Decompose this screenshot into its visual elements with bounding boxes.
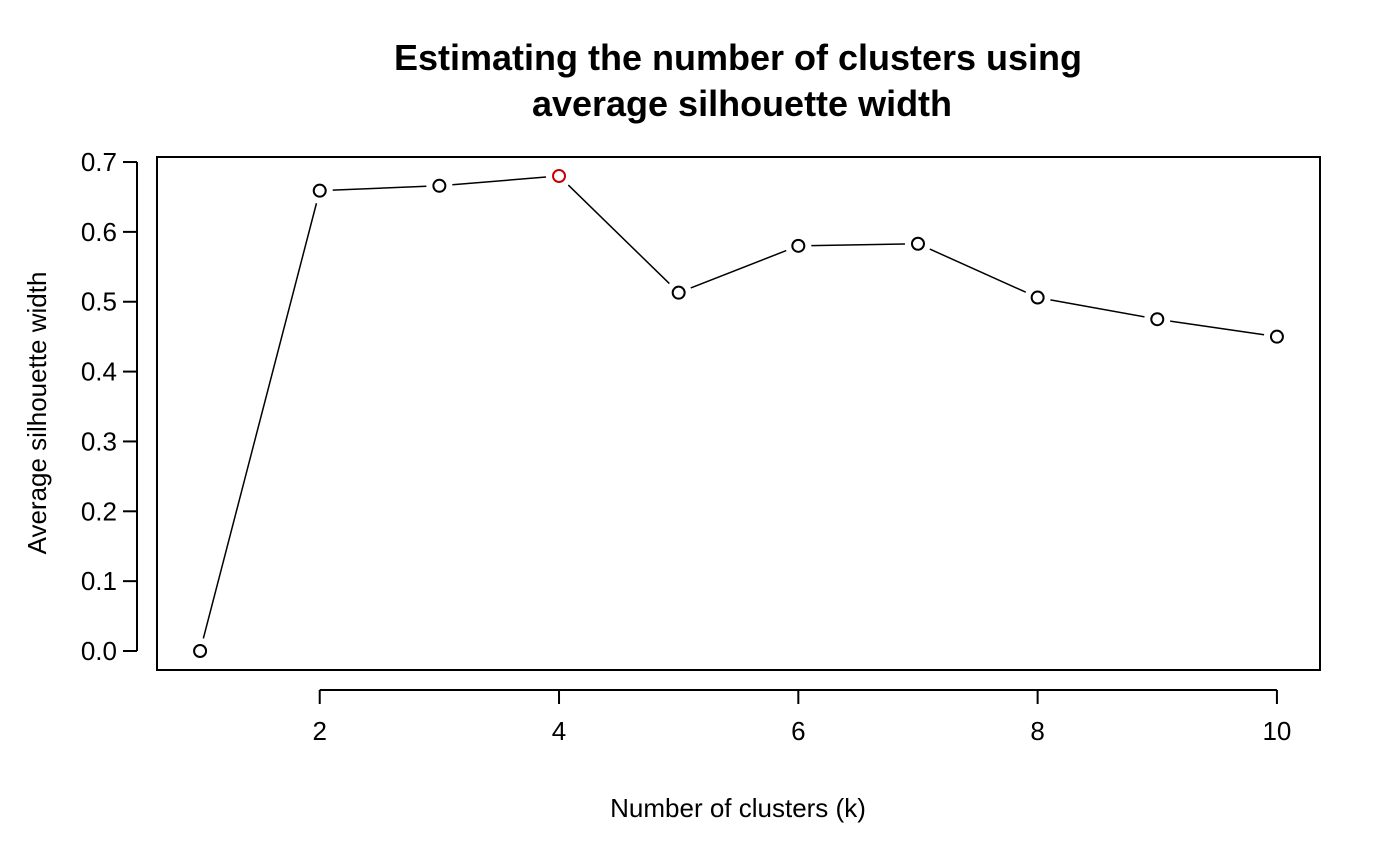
- y-tick-label: 0.1: [81, 566, 117, 596]
- series-segment: [929, 248, 1027, 293]
- data-point: [671, 285, 686, 300]
- data-point: [910, 236, 925, 251]
- x-tick-label: 4: [552, 716, 566, 746]
- data-point: [193, 644, 208, 658]
- series-line: [202, 176, 1265, 639]
- series-segment: [202, 203, 318, 639]
- series-segment: [1050, 299, 1145, 318]
- x-tick-label: 6: [791, 716, 805, 746]
- y-tick-label: 0.2: [81, 496, 117, 526]
- data-point: [1150, 312, 1165, 327]
- x-tick-label: 8: [1030, 716, 1044, 746]
- data-point: [432, 178, 447, 193]
- y-tick-label: 0.3: [81, 426, 117, 456]
- y-tick-label: 0.6: [81, 217, 117, 247]
- series-segment: [452, 176, 547, 186]
- series-segment: [332, 185, 427, 191]
- y-axis: 0.0 0.1 0.2 0.3 0.4 0.5 0.6 0.7: [81, 147, 138, 666]
- data-point: [791, 238, 806, 253]
- y-tick-label: 0.7: [81, 147, 117, 177]
- series-segment: [690, 249, 787, 289]
- y-tick-label: 0.5: [81, 287, 117, 317]
- series-segment: [1170, 320, 1265, 336]
- x-tick-label: 2: [312, 716, 326, 746]
- x-axis-label: Number of clusters (k): [610, 793, 866, 823]
- chart-title-line-1: Estimating the number of clusters using: [394, 37, 1082, 78]
- y-axis-label: Average silhouette width: [22, 272, 52, 555]
- plot-frame: [156, 156, 1321, 671]
- chart-title-line-2: average silhouette width: [532, 83, 952, 124]
- x-axis: 2 4 6 8 10: [312, 689, 1291, 746]
- series-points: [193, 169, 1284, 658]
- x-tick-label: 10: [1262, 716, 1291, 746]
- y-tick-label: 0.4: [81, 357, 117, 387]
- data-point: [312, 183, 327, 198]
- series-segment: [811, 243, 905, 247]
- data-point: [1030, 290, 1045, 305]
- highlighted-data-point: [552, 169, 567, 183]
- series-segment: [567, 184, 670, 285]
- y-tick-label: 0.0: [81, 636, 117, 666]
- data-point: [1269, 329, 1284, 344]
